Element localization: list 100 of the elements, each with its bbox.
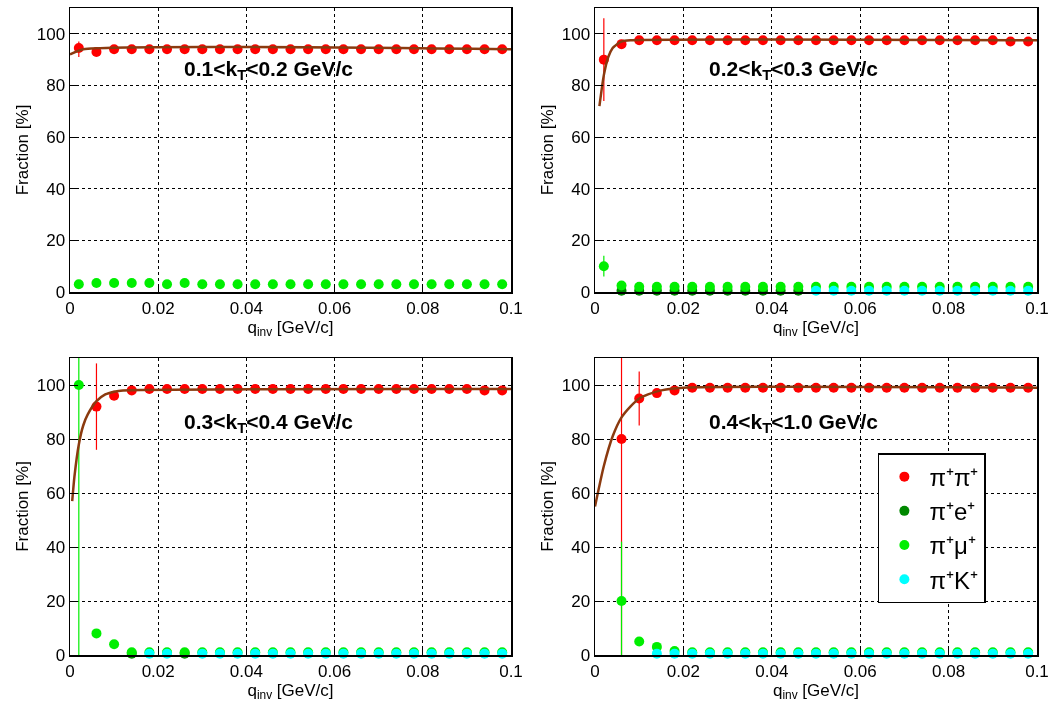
point [616,596,627,606]
point [356,279,367,290]
x-tick-label: 0.1 [1025,661,1049,681]
point [179,277,190,288]
point [426,279,437,290]
x-tick-label: 0.08 [406,661,440,681]
point [775,281,786,292]
point [162,279,173,290]
y-tick-label: 20 [571,591,591,611]
point [338,279,349,290]
y-tick-label: 60 [571,483,591,503]
y-tick-label: 40 [46,179,66,199]
x-tick-label: 0.04 [229,661,263,681]
annotation: 0.1<k$_{T}$<0.2 GeV/c [184,57,354,84]
x-tick-label: 0.1 [499,661,523,681]
y-tick-label: 40 [46,537,66,557]
point [303,279,314,290]
x-tick-label: 0.02 [141,661,175,681]
point [73,380,84,390]
y-tick-label: 0 [55,282,66,302]
x-tick-label: 0.06 [318,661,352,681]
y-tick-label: 80 [46,429,66,449]
point [408,279,419,290]
x-tick-label: 0.02 [666,298,700,318]
y-tick-label: 80 [571,76,591,96]
point [461,279,472,290]
point [616,280,627,291]
point [197,279,208,290]
x-tick-label: 0.04 [755,298,789,318]
x-tick-label: 0.1 [499,298,523,318]
y-tick-label: 80 [46,76,66,96]
y-tick-label: 0 [580,645,591,665]
point [320,279,331,290]
point [144,277,155,288]
point [634,281,645,292]
x-tick-label: 0.06 [843,298,877,318]
y-tick-label: 60 [571,128,591,148]
x-axis-title: q$_{inv}$ [GeV/c] [772,317,860,340]
point [126,277,137,288]
y-tick-label: 20 [46,591,66,611]
point [373,279,384,290]
point [669,281,680,292]
point [479,279,490,290]
point [232,279,243,290]
annotation: 0.2<k$_{T}$<0.3 GeV/c [709,57,879,84]
line-series [70,387,511,503]
point [91,628,102,639]
point [793,281,804,292]
point [91,277,102,288]
point [267,279,278,290]
x-tick-label: 0.1 [1025,298,1049,318]
point [598,261,609,272]
point [757,281,768,292]
point [497,279,508,290]
x-tick-label: 0.04 [229,298,263,318]
x-tick-label: 0.04 [755,661,789,681]
legend-label: π⁺μ⁺ [929,532,976,560]
point [285,279,296,290]
point [687,281,698,292]
y-tick-label: 40 [571,179,591,199]
y-tick-label: 20 [571,231,591,251]
x-tick-label: 0.08 [932,661,966,681]
y-tick-label: 60 [46,483,66,503]
y-tick-label: 80 [571,429,591,449]
x-tick-label: 0.06 [318,298,352,318]
point [740,281,751,292]
point [73,279,84,290]
annotation: 0.3<k$_{T}$<0.4 GeV/c [184,410,354,437]
x-tick-label: 0.08 [406,298,440,318]
y-tick-label: 60 [46,128,66,148]
x-axis-title: q$_{inv}$ [GeV/c] [247,317,334,340]
x-axis-title: q$_{inv}$ [GeV/c] [772,680,860,703]
point [109,639,120,650]
x-tick-label: 0.02 [141,298,175,318]
y-axis-title: Fraction [%] [537,104,557,196]
y-axis-title: Fraction [%] [537,461,557,552]
legend-label: π⁺π⁺ [929,464,979,491]
point [634,636,645,647]
point [651,281,662,292]
x-tick-label: 0.08 [932,298,966,318]
line-series [598,38,1037,108]
y-tick-label: 0 [55,645,66,665]
x-axis-title: q$_{inv}$ [GeV/c] [247,680,334,703]
x-tick-label: 0.02 [666,661,700,681]
y-tick-label: 100 [561,375,591,395]
point [704,281,715,292]
y-axis-title: Fraction [%] [12,104,32,196]
x-tick-label: 0.06 [843,661,877,681]
y-tick-label: 20 [46,231,66,251]
y-axis-title: Fraction [%] [12,461,32,552]
point [250,279,261,290]
y-tick-label: 100 [36,375,66,395]
y-tick-label: 40 [571,537,591,557]
y-tick-label: 100 [561,24,591,44]
y-tick-label: 100 [36,24,66,44]
point [616,434,627,444]
point [109,277,120,288]
legend-label: π⁺K⁺ [929,566,978,594]
point [444,279,455,290]
y-tick-label: 0 [580,282,591,302]
